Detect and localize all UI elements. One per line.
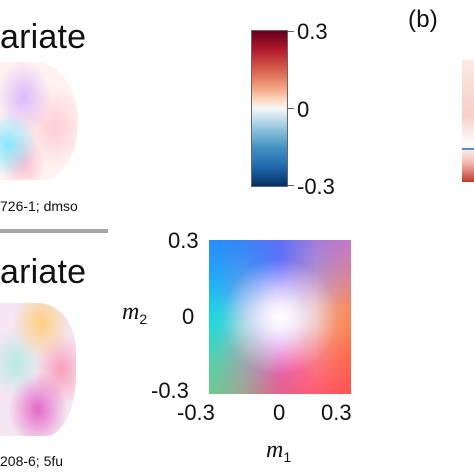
color-key-x-tick: -0.3: [177, 400, 215, 425]
panel-b-heatmap-fragment: [462, 60, 474, 182]
top-panel-title: ariate: [0, 18, 87, 56]
colorbar-tick-label: 0: [297, 97, 310, 122]
colorbar-tick-mark-top: [288, 31, 294, 32]
bottom-cell-embedding: [0, 303, 76, 436]
color-key-y-label: m2: [122, 299, 148, 327]
top-cell-embedding: [0, 62, 78, 180]
color-key-y-tick: -0.3: [151, 378, 189, 403]
bottom-panel-caption: 208-6; 5fu: [0, 453, 64, 469]
color-key-x-tick: 0: [273, 400, 286, 425]
diverging-colorbar: [251, 30, 288, 187]
colorbar-tick-mark-bottom: [288, 185, 294, 186]
colorbar-tick-label: 0.3: [297, 19, 328, 44]
colorbar-tick-label: -0.3: [297, 174, 335, 199]
color-key-x-label: m1: [266, 437, 292, 465]
bottom-panel-title: ariate: [0, 253, 87, 291]
color-key-y-tick: 0.3: [168, 228, 199, 253]
panel-divider: [0, 229, 108, 233]
panel-b-line-fragment: [462, 148, 474, 150]
colorbar-tick-mark-mid: [288, 108, 294, 109]
panel-b-label: (b): [408, 6, 438, 33]
bivariate-color-key: [209, 240, 351, 394]
color-key-y-tick: 0: [182, 304, 195, 329]
color-key-x-tick: 0.3: [321, 400, 352, 425]
top-panel-caption: 726-1; dmso: [0, 198, 78, 214]
